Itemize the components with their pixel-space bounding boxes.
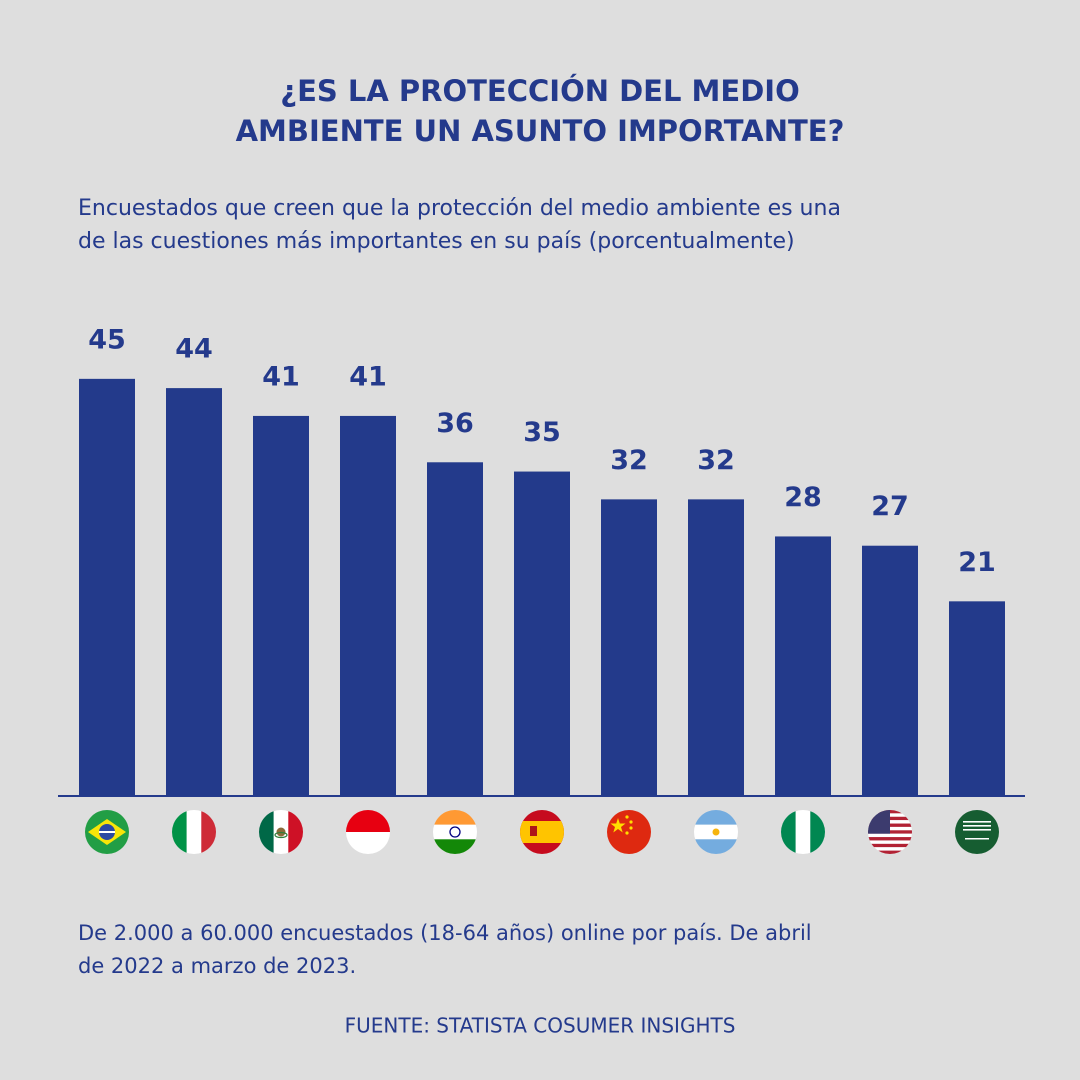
flag-body [868,810,912,854]
flag-icon [346,810,390,854]
flag-icon [955,810,999,854]
value-label: 44 [175,334,213,365]
flag-body [694,810,738,854]
flag-part [963,825,991,827]
flag-body [607,810,651,854]
flag-body [433,810,477,854]
flag-part [781,810,796,854]
flag-part [625,831,629,835]
flag-part [963,829,991,831]
flag-body [172,810,216,854]
bar [166,388,222,796]
flag-part [868,850,912,854]
flag-part [625,815,629,819]
flag-part [346,832,390,854]
flag-icon [85,810,129,854]
flag-part [288,810,303,854]
flag-part [868,810,890,834]
source: FUENTE: STATISTA COSUMER INSIGHTS [345,1014,736,1038]
flag-icon [694,810,738,854]
bar [340,415,396,796]
flag-part [965,838,989,840]
footnote: de 2022 a marzo de 2023. [78,954,356,978]
bar [949,601,1005,796]
flag-part [963,821,991,823]
footnote: De 2.000 a 60.000 encuestados (18-64 año… [78,921,812,945]
flag-icon [607,810,651,854]
flag-part [868,843,912,848]
flag-part [186,810,202,854]
flag-part [433,839,477,854]
flag-part [629,826,633,830]
flag-body [955,810,999,854]
bar [253,415,309,796]
flag-icon [781,810,825,854]
flag-part [449,826,461,838]
flag-part [868,847,912,851]
value-label: 41 [349,361,387,392]
flag-part [795,810,811,854]
value-label: 35 [523,417,561,448]
flag-icon [433,810,477,854]
flag-part [712,828,720,836]
value-label: 32 [697,445,735,476]
chart-title: ¿ES LA PROTECCIÓN DEL MEDIO [280,74,799,108]
flag-part [607,810,651,854]
flag-part [433,824,477,840]
flag-body [520,810,564,854]
flag-part [810,810,825,854]
flag-part [868,833,912,838]
flag-icon [172,810,216,854]
bar [862,545,918,796]
bar [514,471,570,796]
flag-part [868,840,912,844]
flag-part [274,831,288,839]
flag-part [610,818,626,833]
value-label: 36 [436,408,474,439]
flag-part [520,821,564,843]
flag-part [694,810,738,825]
flag-icon [259,810,303,854]
flag-part [868,837,912,841]
chart-subtitle: de las cuestiones más importantes en su … [78,229,795,254]
flag-part [433,810,477,825]
flag-part [201,810,216,854]
flag-body [781,810,825,854]
flag-body [346,810,390,854]
value-label: 27 [871,491,909,522]
flag-icon [520,810,564,854]
bar [601,499,657,796]
flag-body [85,810,129,854]
flag-part [99,831,115,833]
flag-body [259,810,303,854]
bar [427,462,483,796]
chart-title: AMBIENTE UN ASUNTO IMPORTANTE? [236,114,845,148]
flag-part [530,826,537,836]
flag-part [955,810,999,854]
chart-subtitle: Encuestados que creen que la protección … [78,196,841,221]
flag-part [346,810,390,832]
flag-part [694,839,738,854]
flag-part [629,820,633,824]
value-label: 21 [958,547,996,578]
value-label: 28 [784,482,822,513]
value-label: 45 [88,324,126,355]
value-label: 32 [610,445,648,476]
bar [775,536,831,796]
flag-part [172,810,187,854]
value-label: 41 [262,361,300,392]
bar [688,499,744,796]
flag-part [259,810,274,854]
flag-icon [868,810,912,854]
bar [79,378,135,796]
